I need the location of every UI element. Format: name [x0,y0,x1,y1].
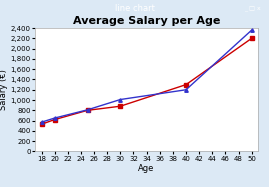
2014 [40,123,43,125]
2016 [53,117,56,119]
Text: line chart: line chart [115,4,154,13]
2014 [86,109,89,111]
2014 [250,37,253,39]
X-axis label: Age: Age [139,164,155,173]
Title: Average Salary per Age: Average Salary per Age [73,16,220,26]
2014 [53,119,56,121]
2016 [250,29,253,31]
2016 [86,109,89,111]
2014 [119,105,122,107]
2016 [40,121,43,123]
2016 [184,89,187,91]
Line: 2016: 2016 [40,28,253,124]
2014 [184,83,187,86]
Line: 2014: 2014 [40,37,253,126]
2016 [119,98,122,101]
Text: _ □ x: _ □ x [244,6,261,12]
Y-axis label: Salary (€): Salary (€) [0,69,8,110]
